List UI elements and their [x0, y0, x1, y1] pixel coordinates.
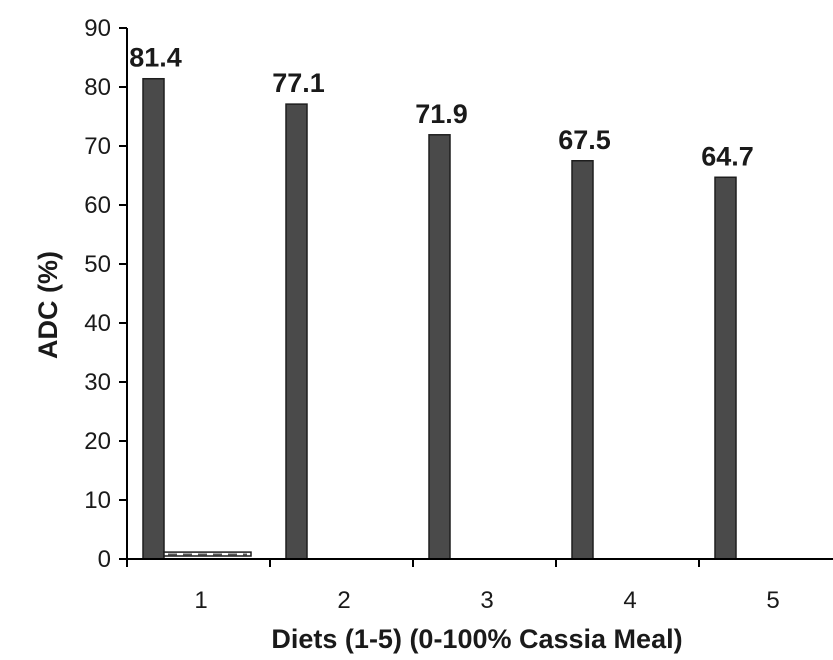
x-tick-label: 3: [480, 587, 493, 614]
x-tick-label: 5: [766, 587, 779, 614]
x-tick-label: 1: [194, 587, 207, 614]
bar-series-2: [163, 551, 252, 557]
bar-data-label: 81.4: [129, 43, 182, 73]
y-tick-label: 10: [84, 487, 111, 514]
bar-series-1: [142, 77, 165, 560]
axes-layer: [126, 28, 833, 560]
bars-layer: [142, 77, 737, 560]
y-tick-label: 60: [84, 192, 111, 219]
data-labels-layer: 81.4 77.1 71.9 67.5 64.7: [129, 43, 754, 172]
bar-series-1: [428, 134, 451, 560]
bar-series-1: [285, 103, 308, 560]
y-tick-label: 40: [84, 310, 111, 337]
x-axis-title: Diets (1-5) (0-100% Cassia Meal): [271, 624, 682, 654]
bar-data-label: 67.5: [558, 125, 611, 155]
bar-series-1: [571, 160, 594, 560]
bar-data-label: 64.7: [701, 141, 754, 171]
ticks-layer: 0 10 20 30 40 50 60 70 80 90 1 2 3 4 5: [84, 15, 779, 614]
bar-data-label: 71.9: [415, 99, 468, 129]
y-tick-label: 0: [98, 546, 111, 573]
y-tick-label: 90: [84, 15, 111, 42]
y-tick-label: 70: [84, 133, 111, 160]
x-tick-label: 4: [623, 587, 636, 614]
y-tick-label: 20: [84, 428, 111, 455]
x-tick-label: 2: [337, 587, 350, 614]
y-tick-label: 50: [84, 251, 111, 278]
y-axis-title: ADC (%): [33, 251, 63, 359]
bar-series-1: [714, 176, 737, 560]
y-tick-label: 80: [84, 74, 111, 101]
bar-data-label: 77.1: [272, 68, 325, 98]
y-tick-label: 30: [84, 369, 111, 396]
